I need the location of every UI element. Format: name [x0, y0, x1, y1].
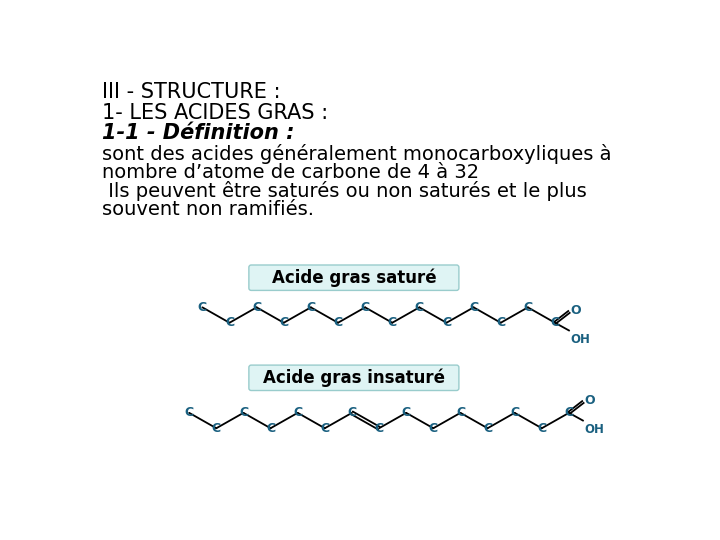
Text: nombre d’atome de carbone de 4 à 32: nombre d’atome de carbone de 4 à 32	[102, 163, 480, 181]
Text: C: C	[550, 316, 559, 329]
Text: C: C	[279, 316, 288, 329]
Text: C: C	[456, 406, 465, 420]
Text: C: C	[361, 301, 369, 314]
Text: OH: OH	[570, 333, 590, 346]
Text: C: C	[442, 316, 451, 329]
Text: O: O	[585, 394, 595, 407]
Text: C: C	[212, 422, 221, 435]
Text: C: C	[537, 422, 546, 435]
Text: C: C	[402, 406, 411, 420]
Text: Acide gras saturé: Acide gras saturé	[271, 268, 436, 287]
Text: O: O	[570, 304, 581, 317]
Text: C: C	[387, 316, 397, 329]
Text: Acide gras insaturé: Acide gras insaturé	[263, 369, 445, 387]
Text: C: C	[469, 301, 478, 314]
Text: C: C	[184, 406, 194, 420]
Text: Ils peuvent être saturés ou non saturés et le plus: Ils peuvent être saturés ou non saturés …	[102, 181, 587, 201]
Text: C: C	[225, 316, 234, 329]
Text: 1-1 - Définition :: 1-1 - Définition :	[102, 123, 295, 143]
Text: C: C	[198, 301, 207, 314]
FancyBboxPatch shape	[249, 265, 459, 291]
Text: C: C	[333, 316, 343, 329]
Text: C: C	[266, 422, 275, 435]
Text: 1- LES ACIDES GRAS :: 1- LES ACIDES GRAS :	[102, 103, 328, 123]
Text: III - STRUCTURE :: III - STRUCTURE :	[102, 82, 281, 102]
Text: C: C	[374, 422, 384, 435]
Text: C: C	[415, 301, 424, 314]
Text: C: C	[306, 301, 315, 314]
Text: C: C	[347, 406, 356, 420]
Text: C: C	[293, 406, 302, 420]
Text: C: C	[239, 406, 248, 420]
Text: C: C	[429, 422, 438, 435]
Text: C: C	[320, 422, 329, 435]
Text: C: C	[510, 406, 519, 420]
Text: OH: OH	[585, 423, 604, 436]
Text: C: C	[496, 316, 505, 329]
Text: C: C	[564, 406, 574, 420]
Text: sont des acides généralement monocarboxyliques à: sont des acides généralement monocarboxy…	[102, 144, 612, 164]
Text: C: C	[252, 301, 261, 314]
Text: souvent non ramifiés.: souvent non ramifiés.	[102, 200, 315, 219]
FancyBboxPatch shape	[249, 365, 459, 390]
Text: C: C	[483, 422, 492, 435]
Text: C: C	[523, 301, 532, 314]
